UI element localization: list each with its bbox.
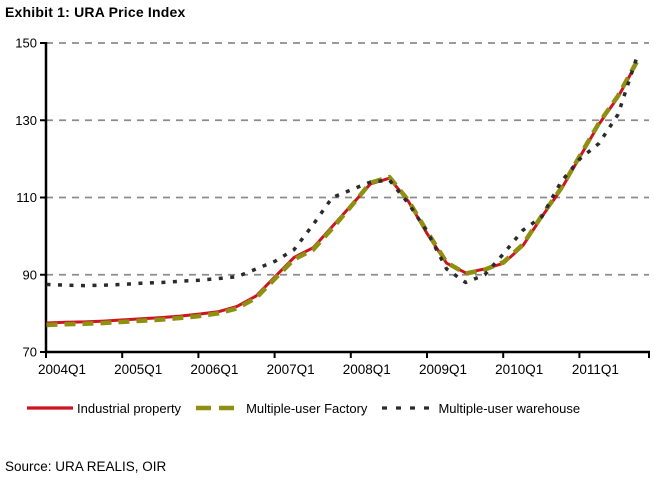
dashed-olive-line-icon bbox=[196, 405, 243, 411]
source-note: Source: URA REALIS, OIR bbox=[5, 459, 167, 474]
dotted-black-line-icon bbox=[382, 406, 435, 410]
series-line-2 bbox=[46, 55, 639, 288]
svg-text:90: 90 bbox=[23, 267, 37, 282]
svg-text:2011Q1: 2011Q1 bbox=[572, 362, 619, 377]
svg-text:2005Q1: 2005Q1 bbox=[114, 362, 162, 377]
svg-text:2006Q1: 2006Q1 bbox=[190, 362, 238, 377]
svg-text:110: 110 bbox=[16, 190, 37, 205]
y-axis-labels: 70 90 110 130 150 bbox=[15, 36, 46, 360]
svg-text:150: 150 bbox=[15, 36, 37, 51]
series-line-1 bbox=[46, 60, 640, 328]
page-title: Exhibit 1: URA Price Index bbox=[5, 4, 186, 20]
svg-text:2010Q1: 2010Q1 bbox=[495, 362, 543, 377]
legend-label: Industrial property bbox=[77, 400, 182, 416]
x-axis-labels: 2004Q1 2005Q1 2006Q1 2007Q1 2008Q1 2009Q1 2010… bbox=[38, 352, 650, 377]
svg-text:2004Q1: 2004Q1 bbox=[38, 362, 86, 377]
legend-item-industrial-property: Industrial property bbox=[26, 401, 181, 416]
svg-text:70: 70 bbox=[23, 345, 37, 360]
svg-text:2007Q1: 2007Q1 bbox=[267, 362, 315, 377]
chart-legend: Industrial property Multiple-user Factor… bbox=[26, 399, 652, 417]
solid-red-line-icon bbox=[27, 406, 73, 410]
legend-label: Multiple-user warehouse bbox=[438, 400, 581, 416]
series-line-0 bbox=[46, 61, 639, 325]
svg-text:2009Q1: 2009Q1 bbox=[419, 362, 467, 377]
legend-item-multiple-user-factory: Multiple-user Factory bbox=[195, 401, 367, 416]
legend-item-multiple-user-warehouse: Multiple-user warehouse bbox=[381, 401, 580, 416]
svg-text:130: 130 bbox=[15, 113, 37, 128]
gridlines bbox=[46, 42, 649, 276]
svg-text:2008Q1: 2008Q1 bbox=[343, 362, 391, 377]
legend-label: Multiple-user Factory bbox=[246, 400, 368, 416]
